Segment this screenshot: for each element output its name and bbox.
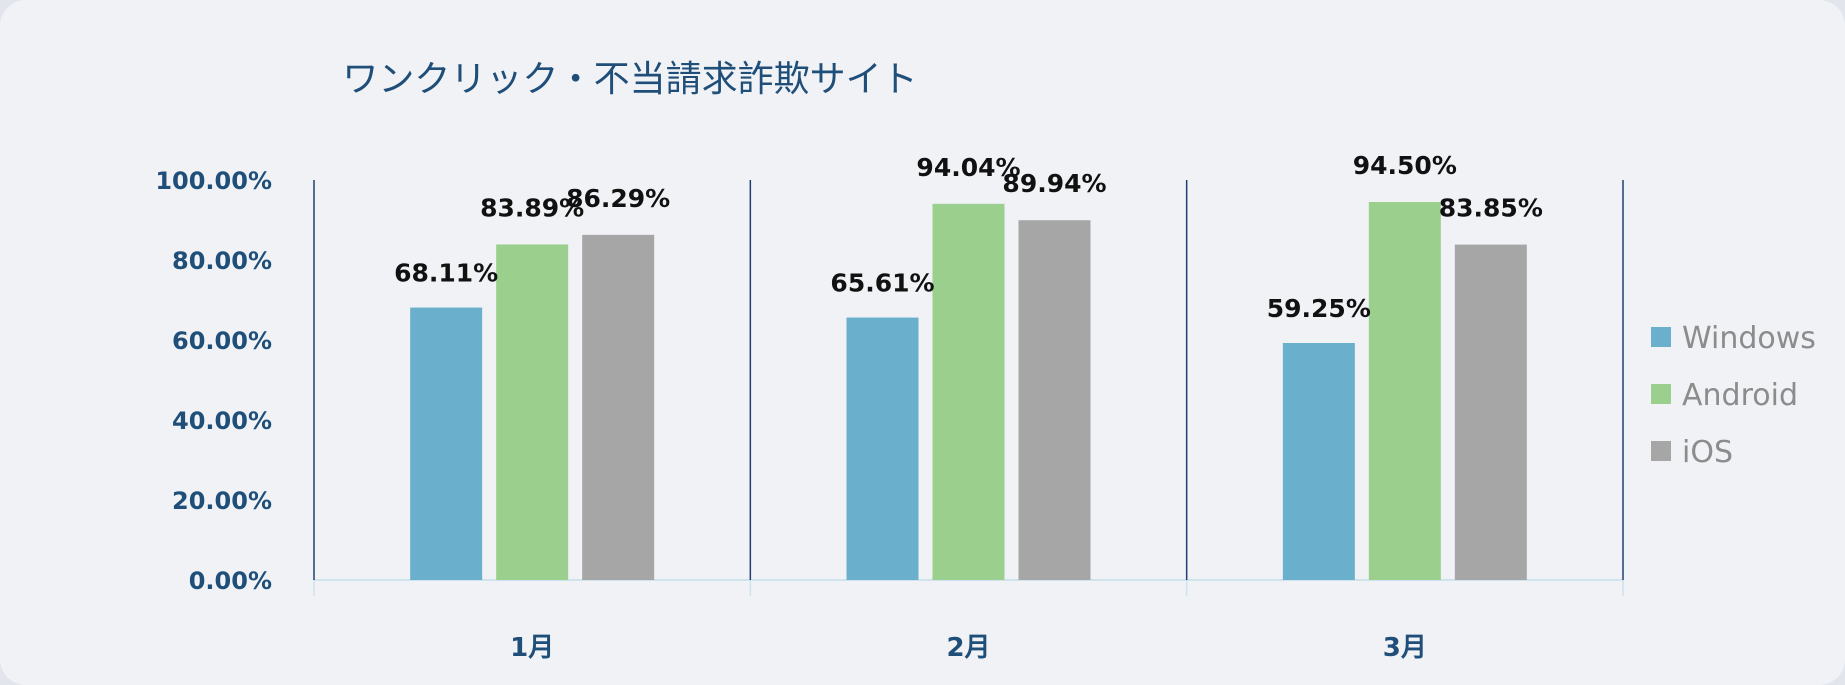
bar-windows: [410, 307, 483, 580]
data-label: 65.61%: [830, 269, 934, 298]
data-label: 83.89%: [480, 193, 584, 222]
y-tick-label: 40.00%: [172, 407, 272, 435]
bar-ios: [1454, 244, 1527, 580]
x-tick-label: 3月: [1383, 633, 1427, 663]
data-label: 94.50%: [1353, 151, 1457, 180]
data-label: 94.04%: [916, 153, 1020, 182]
y-tick-label: 20.00%: [172, 487, 272, 515]
data-label: 83.85%: [1439, 194, 1543, 223]
legend-swatch-ios: [1651, 441, 1671, 461]
y-tick-label: 80.00%: [172, 247, 272, 275]
bar-android: [1368, 202, 1441, 580]
y-tick-label: 100.00%: [155, 167, 272, 195]
legend-label-android: Android: [1682, 378, 1798, 413]
y-tick-label: 60.00%: [172, 327, 272, 355]
y-tick-label: 0.00%: [189, 567, 272, 595]
bar-android: [932, 203, 1005, 580]
bar-ios: [582, 234, 655, 580]
data-label: 89.94%: [1002, 169, 1106, 198]
x-tick-label: 1月: [510, 633, 554, 663]
legend-label-ios: iOS: [1682, 435, 1733, 470]
data-label: 59.25%: [1267, 294, 1371, 323]
data-label: 86.29%: [566, 184, 670, 213]
bar-windows: [1282, 343, 1355, 580]
bar-ios: [1018, 220, 1091, 581]
bar-windows: [846, 317, 919, 580]
legend-label-windows: Windows: [1682, 321, 1816, 356]
data-label: 68.11%: [394, 259, 498, 288]
legend-swatch-windows: [1651, 327, 1671, 347]
x-tick-label: 2月: [946, 633, 990, 663]
bar-android: [496, 244, 569, 580]
chart-title: ワンクリック・不当請求詐欺サイト: [342, 59, 917, 100]
legend-swatch-android: [1651, 384, 1671, 404]
